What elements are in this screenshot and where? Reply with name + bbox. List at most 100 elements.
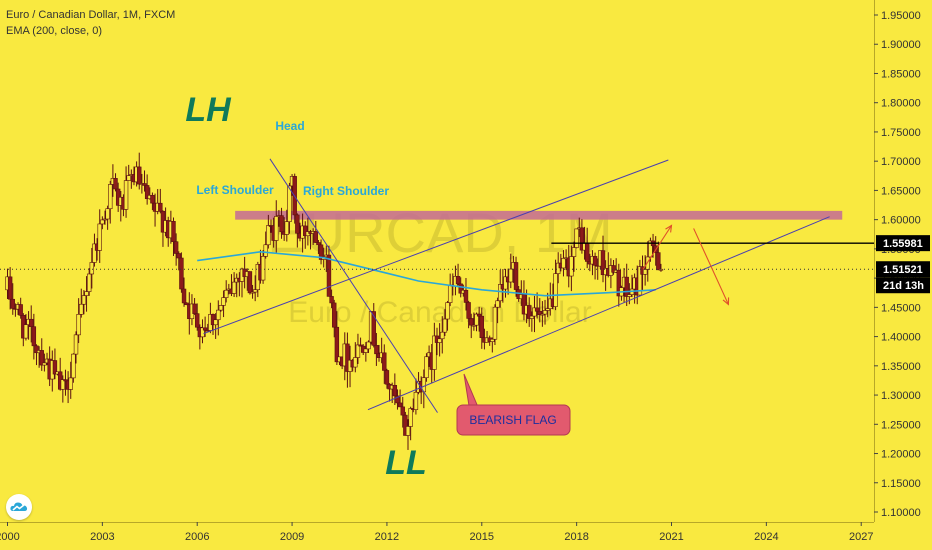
candle: [471, 312, 477, 331]
candle: [68, 361, 73, 399]
candle: [437, 323, 442, 357]
candle: [97, 209, 102, 263]
descending-trendline: [269, 158, 438, 413]
candle: [316, 239, 321, 254]
candle: [540, 301, 545, 327]
candle: [92, 233, 97, 267]
y-tick-label: 1.75000: [881, 127, 921, 139]
indicator-title: EMA (200, close, 0): [6, 25, 102, 37]
candle: [329, 289, 334, 309]
candle: [469, 313, 474, 339]
candle: [100, 216, 105, 230]
projection-up-arrow: [642, 224, 673, 270]
candle: [173, 233, 179, 266]
projection-down-arrow: [693, 228, 730, 306]
candle: [260, 250, 266, 284]
svg-text:1.55981: 1.55981: [883, 238, 923, 250]
candle: [466, 300, 471, 329]
candle: [503, 268, 508, 298]
candle: [73, 331, 79, 364]
x-tick-label: 2027: [849, 531, 873, 543]
candle: [123, 166, 129, 218]
symbol-title: Euro / Canadian Dollar, 1M, FXCM: [6, 9, 176, 21]
candle: [382, 344, 387, 384]
lh-label: LH: [185, 91, 232, 129]
candle: [432, 322, 437, 381]
candle: [195, 303, 200, 331]
candle: [405, 419, 411, 450]
candle: [579, 219, 585, 254]
candle: [60, 375, 66, 403]
candle: [527, 297, 532, 327]
candle: [303, 221, 308, 249]
candle: [561, 250, 566, 277]
candle: [353, 342, 358, 373]
candle: [366, 340, 371, 353]
candle: [295, 213, 300, 248]
candle: [537, 298, 542, 323]
y-tick-label: 1.70000: [881, 156, 921, 168]
candle: [105, 205, 110, 230]
candle: [637, 259, 643, 296]
y-tick-label: 1.65000: [881, 185, 921, 197]
x-tick-label: 2021: [659, 531, 683, 543]
candle: [76, 298, 81, 344]
candle: [392, 373, 398, 406]
candle: [476, 306, 482, 332]
chart-legend[interactable]: Euro / Canadian Dollar, 1M, FXCM EMA (20…: [6, 7, 175, 39]
candle: [79, 288, 84, 318]
candle: [574, 228, 579, 249]
candle: [266, 214, 271, 249]
candle: [274, 200, 279, 253]
candle: [374, 332, 379, 366]
candle: [86, 268, 92, 296]
candle: [247, 271, 253, 295]
x-tick-label: 2000: [0, 531, 20, 543]
candle: [84, 276, 89, 312]
candle: [332, 299, 337, 338]
candle: [397, 389, 403, 408]
candle: [34, 344, 39, 366]
candle: [619, 285, 624, 301]
candle: [223, 280, 229, 303]
candle: [179, 252, 184, 293]
left-shoulder-label: Left Shoulder: [196, 183, 274, 197]
candle: [447, 273, 453, 307]
candle: [463, 278, 469, 311]
candle: [479, 307, 484, 349]
candle: [542, 299, 548, 325]
candle: [158, 188, 163, 214]
candle: [192, 298, 197, 315]
candle: [395, 389, 400, 410]
candle: [403, 411, 408, 436]
candle: [7, 267, 13, 310]
y-tick-label: 1.25000: [881, 419, 921, 431]
head-label: Head: [275, 119, 304, 133]
overlay-lines: [0, 158, 874, 413]
candle: [102, 210, 108, 225]
candle: [529, 311, 535, 332]
last-price-tag: 1.51521: [876, 261, 930, 278]
y-tick-label: 1.90000: [881, 39, 921, 51]
x-tick-label: 2015: [470, 531, 494, 543]
y-tick-label: 1.85000: [881, 68, 921, 80]
candle: [611, 260, 616, 275]
y-tick-label: 1.15000: [881, 478, 921, 490]
candle: [171, 217, 176, 257]
candle: [440, 316, 445, 354]
x-tick-label: 2024: [754, 531, 778, 543]
annotations: LH LL Head Left Shoulder Right Shoulder …: [185, 91, 571, 482]
candle: [71, 353, 76, 383]
candle: [284, 209, 290, 242]
svg-text:21d 13h: 21d 13h: [883, 280, 924, 292]
candle: [384, 368, 390, 389]
candle: [513, 256, 519, 297]
y-tick-label: 1.30000: [881, 390, 921, 402]
candle: [363, 342, 369, 362]
tradingview-logo-icon: [6, 494, 32, 520]
candle: [137, 152, 142, 190]
candle: [150, 192, 155, 211]
candle: [81, 290, 87, 315]
